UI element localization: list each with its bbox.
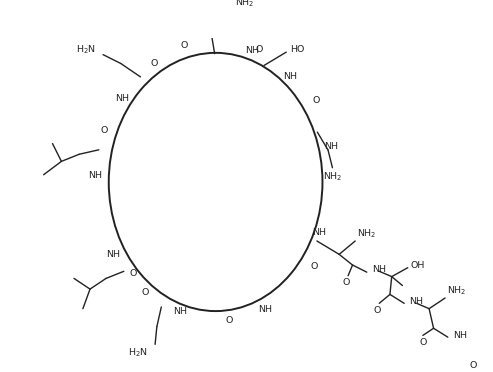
Text: NH$_2$: NH$_2$ bbox=[447, 285, 466, 297]
Text: NH: NH bbox=[283, 73, 297, 81]
Text: O: O bbox=[151, 59, 158, 68]
Text: O: O bbox=[256, 45, 263, 54]
Text: NH: NH bbox=[258, 305, 272, 314]
Text: O: O bbox=[130, 269, 137, 278]
Text: NH$_2$: NH$_2$ bbox=[357, 228, 377, 240]
Text: NH: NH bbox=[173, 307, 187, 317]
Text: NH: NH bbox=[115, 94, 129, 103]
Text: NH: NH bbox=[106, 250, 120, 259]
Text: HO: HO bbox=[290, 45, 304, 54]
Text: O: O bbox=[419, 338, 426, 347]
Text: NH: NH bbox=[312, 228, 326, 237]
Text: NH: NH bbox=[453, 331, 467, 340]
Text: NH: NH bbox=[88, 171, 102, 180]
Text: O: O bbox=[343, 278, 350, 287]
Text: O: O bbox=[181, 41, 188, 50]
Text: O: O bbox=[374, 306, 381, 315]
Text: O: O bbox=[310, 262, 317, 271]
Text: O: O bbox=[141, 288, 149, 297]
Text: O: O bbox=[225, 316, 232, 325]
Text: O: O bbox=[469, 361, 476, 370]
Text: O: O bbox=[312, 96, 319, 105]
Text: NH: NH bbox=[372, 265, 386, 274]
Text: H$_2$N: H$_2$N bbox=[76, 44, 96, 57]
Text: OH: OH bbox=[410, 262, 425, 270]
Text: H$_2$N: H$_2$N bbox=[128, 347, 148, 359]
Text: NH$_2$: NH$_2$ bbox=[323, 170, 342, 183]
Text: O: O bbox=[101, 126, 108, 135]
Text: NH: NH bbox=[324, 142, 338, 151]
Text: NH: NH bbox=[245, 46, 259, 55]
Text: NH: NH bbox=[410, 297, 423, 306]
Text: NH$_2$: NH$_2$ bbox=[235, 0, 254, 9]
